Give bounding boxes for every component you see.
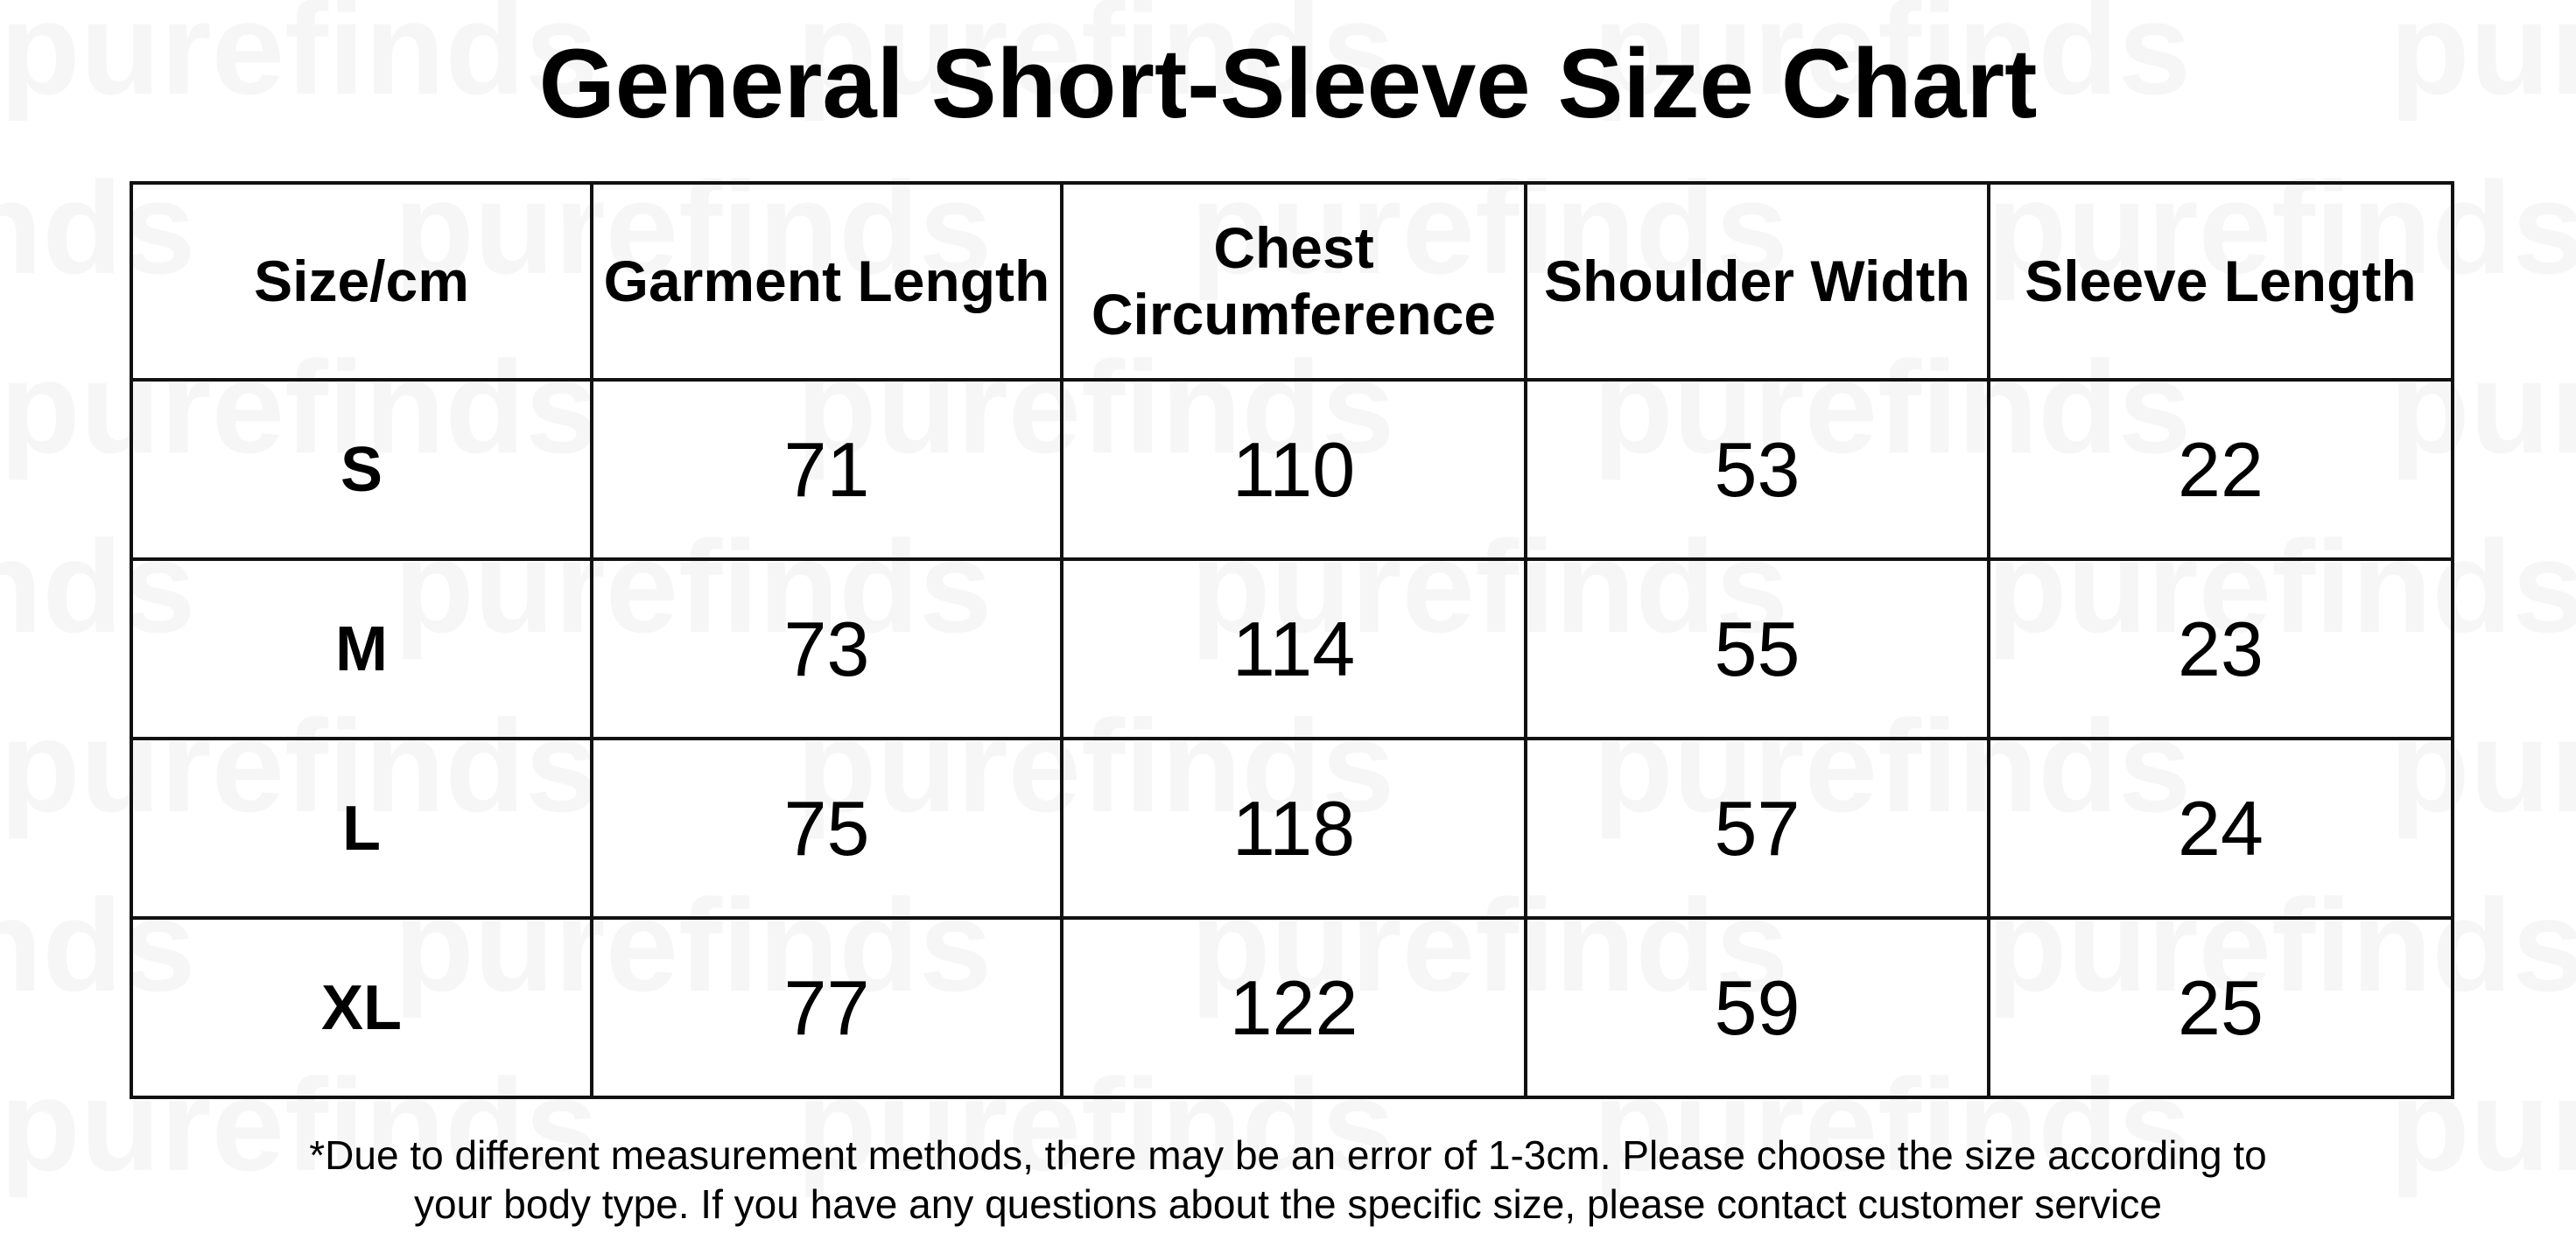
footnote-line: your body type. If you have any question… bbox=[414, 1181, 2162, 1227]
value-cell: 110 bbox=[1060, 378, 1527, 561]
value-cell: 118 bbox=[1060, 737, 1527, 920]
data-row: L 75 118 57 24 bbox=[130, 737, 2454, 920]
data-row: M 73 114 55 23 bbox=[130, 557, 2454, 740]
data-row: S 71 110 53 22 bbox=[130, 378, 2454, 561]
title: General Short-Sleeve Size Chart bbox=[538, 29, 2038, 138]
header-row: Size/cm Garment Length Chest Circumference… bbox=[130, 181, 2454, 382]
size-table: Size/cm Garment Length Chest Circumference… bbox=[130, 181, 2454, 1099]
size-cell: M bbox=[130, 557, 593, 740]
header-cell: Garment Length bbox=[590, 181, 1063, 382]
size-cell: XL bbox=[130, 916, 593, 1099]
data-row: XL 77 122 59 25 bbox=[130, 916, 2454, 1099]
footnote-line: *Due to different measurement methods, t… bbox=[309, 1132, 2267, 1178]
header-cell: Sleeve Length bbox=[1987, 181, 2454, 382]
value-cell: 75 bbox=[590, 737, 1063, 920]
header-cell: Chest Circumference bbox=[1060, 181, 1527, 382]
value-cell: 71 bbox=[590, 378, 1063, 561]
value-cell: 73 bbox=[590, 557, 1063, 740]
value-cell: 59 bbox=[1524, 916, 1990, 1099]
size-cell: S bbox=[130, 378, 593, 561]
value-cell: 22 bbox=[1987, 378, 2454, 561]
header-cell: Shoulder Width bbox=[1524, 181, 1990, 382]
value-cell: 122 bbox=[1060, 916, 1527, 1099]
value-cell: 23 bbox=[1987, 557, 2454, 740]
size-cell: L bbox=[130, 737, 593, 920]
footnote: *Due to different measurement methods, t… bbox=[0, 1131, 2576, 1229]
value-cell: 77 bbox=[590, 916, 1063, 1099]
header-cell: Size/cm bbox=[130, 181, 593, 382]
value-cell: 53 bbox=[1524, 378, 1990, 561]
value-cell: 114 bbox=[1060, 557, 1527, 740]
value-cell: 55 bbox=[1524, 557, 1990, 740]
value-cell: 24 bbox=[1987, 737, 2454, 920]
value-cell: 57 bbox=[1524, 737, 1990, 920]
value-cell: 25 bbox=[1987, 916, 2454, 1099]
